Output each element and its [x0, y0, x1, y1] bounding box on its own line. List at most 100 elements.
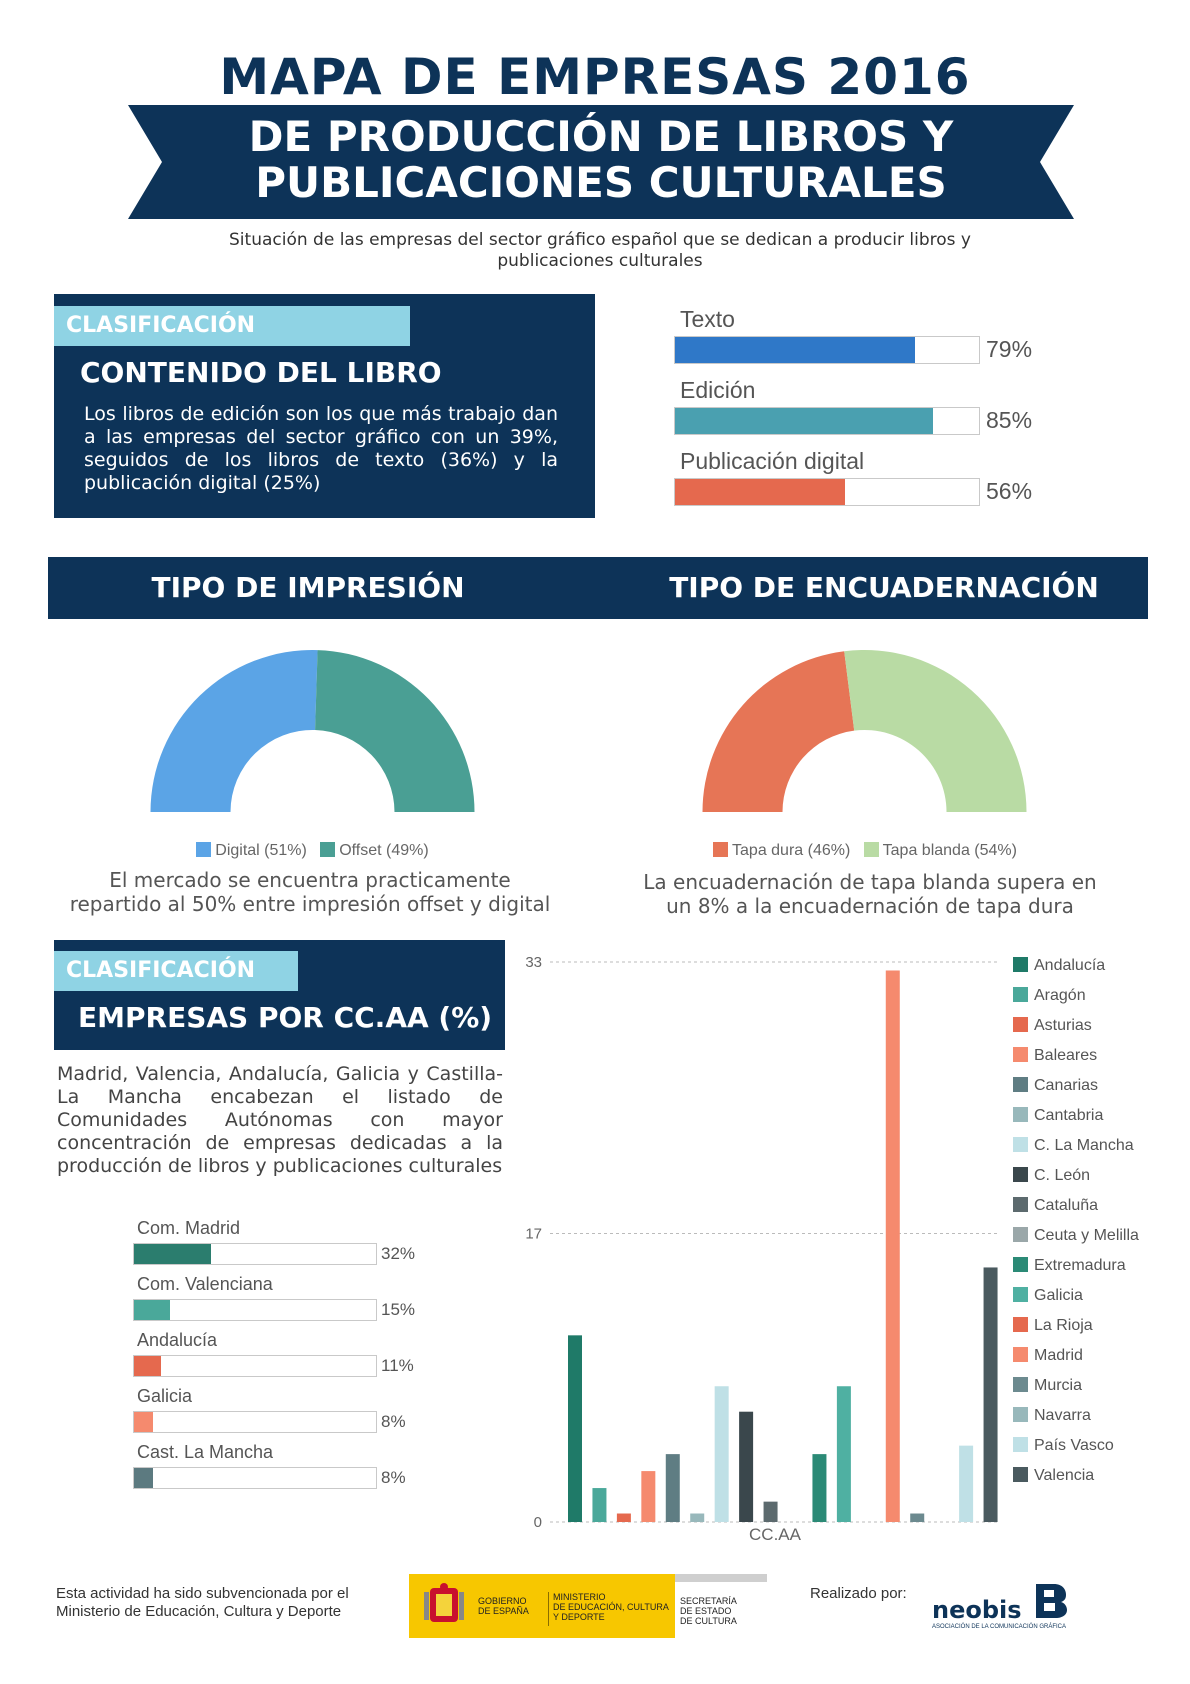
rgn-track-castilla-la-mancha	[133, 1467, 377, 1489]
legend-tapa-blanda: Tapa blanda (54%)	[863, 842, 1017, 859]
column-legend-item: Asturias	[1013, 1011, 1188, 1041]
column-bar	[959, 1445, 974, 1522]
gobierno-text: GOBIERNO DE ESPAÑA	[478, 1596, 529, 1616]
secretaria-text: SECRETARÍA DE ESTADO DE CULTURA	[680, 1596, 737, 1626]
legend-label: Navarra	[1034, 1407, 1091, 1424]
page-title: MAPA DE EMPRESAS 2016	[219, 48, 971, 106]
column-bar	[641, 1471, 656, 1522]
legend-label: Valencia	[1034, 1467, 1095, 1484]
legend-swatch	[1013, 1197, 1028, 1212]
ribbon-line-1: DE PRODUCCIÓN DE LIBROS Y	[248, 112, 954, 161]
neobis-logo-subtitle: ASOCIACIÓN DE LA COMUNICACIÓN GRÁFICA	[932, 1624, 1067, 1630]
subtitle-line-1: Situación de las empresas del sector grá…	[229, 230, 971, 250]
rgn-fill-andalucia	[134, 1356, 161, 1376]
bar-fill-edicion	[675, 408, 934, 434]
bar-fill-texto	[675, 337, 916, 363]
impresion-caption: El mercado se encuentra practicamente re…	[60, 868, 560, 916]
legend-swatch	[1013, 1017, 1028, 1032]
column-legend-item: Ceuta y Melilla	[1013, 1221, 1188, 1251]
legend-label: Galicia	[1034, 1287, 1083, 1304]
encuadernacion-caption-2: un 8% a la encuadernación de tapa dura	[666, 894, 1074, 918]
legend-tapa-dura-swatch	[713, 842, 729, 857]
column-legend-item: Baleares	[1013, 1041, 1188, 1071]
column-bar	[665, 1454, 680, 1522]
column-legend-item: Extremadura	[1013, 1251, 1188, 1281]
bar-track-texto	[674, 336, 980, 364]
impresion-caption-2: repartido al 50% entre impresión offset …	[69, 892, 551, 916]
rgn-fill-madrid	[134, 1244, 212, 1264]
legend-label: C. La Mancha	[1034, 1137, 1134, 1154]
column-bar	[885, 970, 900, 1522]
ccaa-column-legend: Andalucía Aragón Asturias Baleares Canarias C…	[1013, 951, 1188, 1491]
neobis-logo-icon	[1036, 1584, 1067, 1618]
rgn-track-madrid	[133, 1243, 377, 1265]
column-legend-item: Cantabria	[1013, 1101, 1188, 1131]
impresion-caption-1: El mercado se encuentra practicamente	[109, 868, 511, 892]
legend-label: Ceuta y Melilla	[1034, 1227, 1139, 1244]
legend-swatch	[1013, 1137, 1028, 1152]
legend-label: Asturias	[1034, 1017, 1092, 1034]
legend-swatch	[1013, 1167, 1028, 1182]
column-bar	[690, 1513, 705, 1522]
legend-swatch	[1013, 1407, 1028, 1422]
column-legend-item: Valencia	[1013, 1461, 1188, 1491]
legend-swatch	[1013, 1347, 1028, 1362]
encuadernacion-caption: La encuadernación de tapa blanda supera …	[620, 870, 1120, 918]
column-legend-item: Aragón	[1013, 981, 1188, 1011]
column-bar	[910, 1513, 925, 1522]
rgn-fill-castilla-la-mancha	[134, 1468, 154, 1488]
legend-label: Murcia	[1034, 1377, 1083, 1394]
rgn-value-castilla-la-mancha: 8%	[381, 1468, 406, 1487]
column-bar	[714, 1386, 729, 1522]
legend-offset-swatch	[320, 842, 336, 857]
neobis-logo-text: neobis	[932, 1596, 1022, 1624]
rgn-value-galicia: 8%	[381, 1412, 406, 1431]
rgn-track-valenciana	[133, 1299, 377, 1321]
legend-swatch	[1013, 1257, 1028, 1272]
column-bar	[616, 1513, 631, 1522]
donut-slice-1	[844, 650, 1027, 812]
y-tick-label: 33	[525, 954, 542, 971]
footer-subsidy-text: Esta actividad ha sido subvencionada por…	[56, 1585, 349, 1621]
legend-label: Extremadura	[1034, 1257, 1126, 1274]
legend-label: C. León	[1034, 1167, 1091, 1184]
contenido-text: Los libros de edición son los que más tr…	[84, 403, 558, 494]
y-tick-label: 0	[534, 1514, 542, 1531]
gobierno-text-2: DE ESPAÑA	[478, 1606, 529, 1616]
bar-label-publicacion-digital: Publicación digital	[680, 448, 865, 474]
y-tick-label: 17	[525, 1226, 542, 1243]
column-legend-item: C. La Mancha	[1013, 1131, 1188, 1161]
contenido-bar-chart: Texto 79% Edición 85% Publicación digita…	[674, 300, 1074, 510]
legend-label: Cataluña	[1034, 1197, 1099, 1214]
x-axis-label: CC.AA	[749, 1525, 802, 1540]
legend-label: País Vasco	[1034, 1437, 1114, 1454]
tipo-section-header	[48, 557, 1148, 619]
column-bar	[568, 1335, 582, 1522]
ccaa-tag: CLASIFICACIÓN	[54, 951, 298, 991]
legend-digital-label: Digital (51%)	[215, 842, 307, 859]
footer-line-1: Esta actividad ha sido subvencionada por…	[56, 1585, 349, 1602]
rgn-track-galicia	[133, 1411, 377, 1433]
secretaria-band	[675, 1574, 767, 1582]
logo-divider	[548, 1592, 549, 1626]
legend-tapa-blanda-label: Tapa blanda (54%)	[882, 842, 1017, 859]
bar-track-edicion	[674, 407, 980, 435]
legend-swatch	[1013, 1107, 1028, 1122]
column-legend-item: Cataluña	[1013, 1191, 1188, 1221]
column-legend-item: Canarias	[1013, 1071, 1188, 1101]
legend-label: Canarias	[1034, 1077, 1099, 1094]
legend-swatch	[1013, 1377, 1028, 1392]
legend-digital-swatch	[196, 842, 212, 857]
rgn-label-galicia: Galicia	[137, 1386, 193, 1406]
legend-swatch	[1013, 1317, 1028, 1332]
legend-tapa-dura-label: Tapa dura (46%)	[732, 842, 851, 859]
ccaa-heading: EMPRESAS POR CC.AA (%)	[78, 1001, 493, 1034]
legend-label: Baleares	[1034, 1047, 1098, 1064]
column-legend-item: Murcia	[1013, 1371, 1188, 1401]
column-legend-item: Andalucía	[1013, 951, 1188, 981]
donut-slice-1	[315, 650, 475, 812]
legend-swatch	[1013, 1227, 1028, 1242]
legend-swatch	[1013, 1287, 1028, 1302]
legend-swatch	[1013, 987, 1028, 1002]
subtitle-line-2: publicaciones culturales	[497, 251, 703, 271]
